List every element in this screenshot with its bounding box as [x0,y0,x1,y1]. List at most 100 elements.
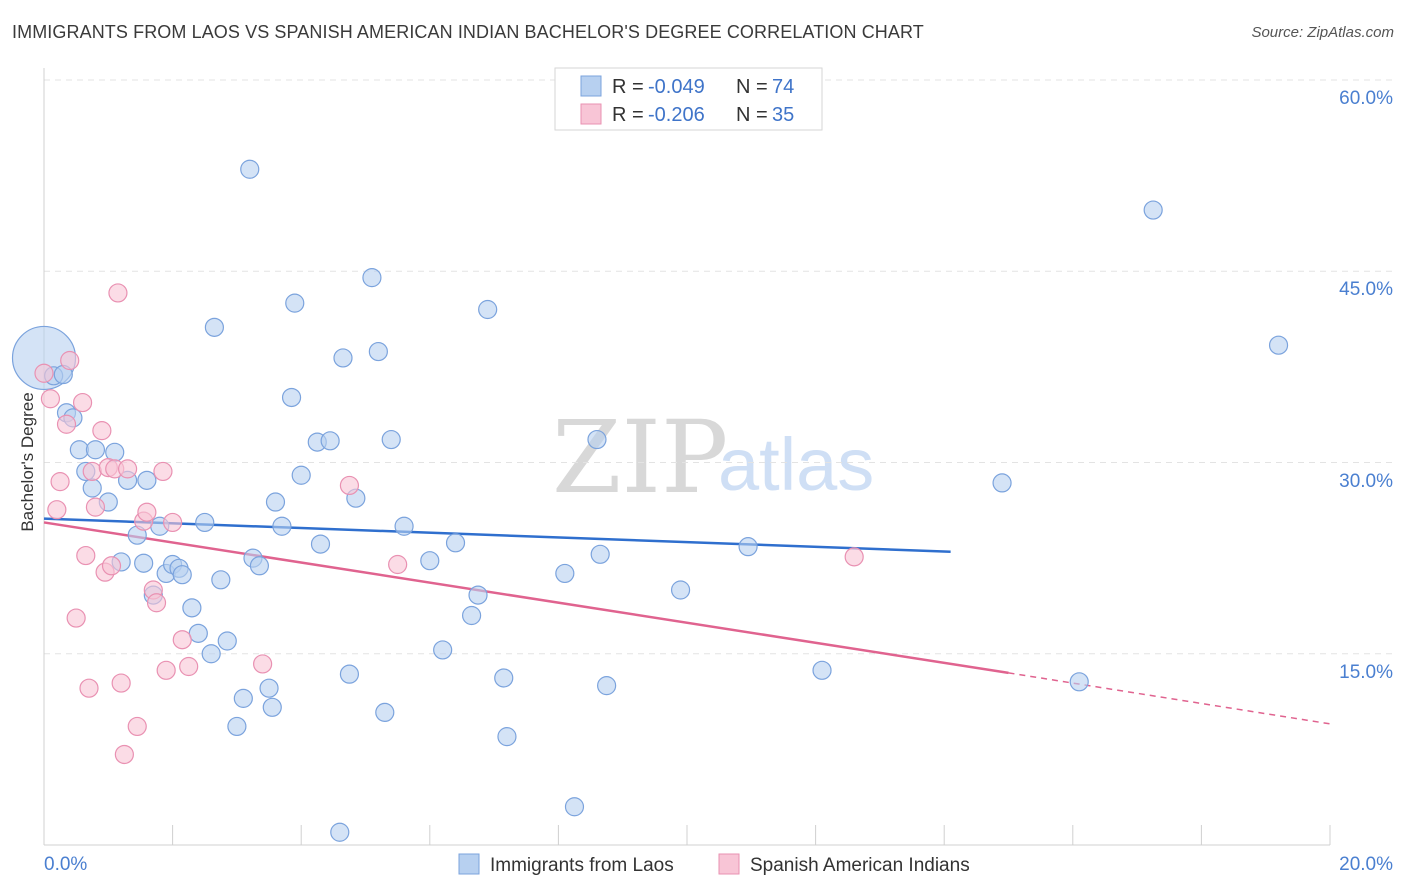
laos-trend-line [43,517,951,553]
laos-point-49 [368,341,388,362]
laos-point-57 [468,585,488,605]
laos-point-52 [394,516,414,536]
trend-lines [43,517,1331,725]
spanish-american-indians-point-31 [253,654,273,674]
x-tick-label-max: 20.0% [1339,854,1393,875]
spanish-american-indians-point-21 [127,716,147,737]
spanish-american-indians-trend-line [43,521,1009,675]
legend-r-value-2: -0.206 [648,104,705,126]
laos-point-45 [333,348,353,368]
laos-point-37 [272,516,292,536]
series-legend-label-spanish-american-indians: Spanish American Indians [750,855,970,876]
laos-point-7 [82,478,102,498]
laos-point-70 [1069,672,1089,692]
spanish-american-indians-point-18 [111,673,131,693]
spanish-american-indians-point-28 [163,512,183,533]
spanish-american-indians-point-10 [82,461,102,482]
laos-point-48 [362,268,382,288]
legend-r-value-1: -0.049 [648,76,705,98]
laos-point-61 [555,563,575,584]
spanish-american-indians-point-32 [339,475,360,496]
laos-point-14 [134,553,154,573]
laos-point-36 [265,492,286,512]
laos-point-58 [478,299,498,320]
laos-point-38 [281,387,302,408]
laos-point-8 [85,440,106,460]
spanish-american-indians-point-8 [76,545,96,566]
laos-point-72 [1268,335,1289,355]
laos-point-63 [587,429,607,450]
gridlines [44,79,1393,655]
laos-point-27 [211,570,231,590]
spanish-american-indians-point-3 [50,472,70,492]
laos-point-34 [259,678,279,698]
laos-point-54 [433,640,453,660]
spanish-american-indians-point-0 [34,363,54,383]
spanish-american-indians-point-30 [179,656,199,677]
axes [43,68,1331,846]
data-points [11,159,1289,842]
legend-swatch-spanish-american-indians [580,103,602,125]
laos-point-39 [285,293,305,313]
laos-point-69 [992,473,1012,493]
legend-n-label-1: N = [736,76,768,98]
legend-r-label-2: R = [612,104,644,126]
laos-point-21 [172,565,192,585]
laos-point-30 [233,688,253,708]
spanish-american-indians-point-2 [47,500,67,520]
watermark-zip: ZIP [552,399,728,516]
laos-point-23 [188,623,208,643]
series-legend-label-laos: Immigrants from Laos [490,855,674,876]
spanish-american-indians-point-27 [156,660,176,680]
chart-source: Source: ZipAtlas.com [1251,24,1394,41]
spanish-american-indians-point-7 [72,392,93,413]
laos-point-62 [564,797,585,817]
spanish-american-indians-point-23 [137,502,157,522]
spanish-american-indians-point-1 [40,389,61,409]
laos-point-44 [330,822,350,842]
laos-point-55 [445,533,466,553]
laos-point-29 [227,716,247,737]
spanish-american-indians-point-5 [60,350,80,371]
x-tick-label-min: 0.0% [44,854,87,875]
series-legend-swatch-laos [458,853,480,875]
laos-point-35 [262,697,282,717]
spanish-american-indians-point-33 [388,554,408,575]
watermark-atlas: atlas [718,423,874,506]
y-tick-label-15: 15.0% [1339,662,1393,683]
spanish-american-indians-point-29 [172,630,192,650]
spanish-american-indians-point-11 [85,497,106,517]
laos-point-24 [195,512,215,533]
spanish-american-indians-trend-extension [1008,672,1331,725]
legend-swatch-laos [580,75,602,97]
spanish-american-indians-point-34 [844,547,864,567]
y-tick-label-60: 60.0% [1339,88,1393,109]
correlation-legend: R = -0.049 N = 74 R = -0.206 N = 35 [554,67,823,131]
spanish-american-indians-point-9 [79,678,99,698]
laos-point-66 [670,580,691,600]
spanish-american-indians-point-17 [108,283,128,303]
chart-title: IMMIGRANTS FROM LAOS VS SPANISH AMERICAN… [12,22,924,42]
spanish-american-indians-point-15 [101,556,122,576]
legend-n-value-1: 74 [772,76,794,98]
legend-n-label-2: N = [736,104,768,126]
y-tick-label-30: 30.0% [1339,471,1393,492]
laos-point-40 [291,465,311,485]
spanish-american-indians-point-4 [56,414,77,434]
laos-point-42 [310,534,331,554]
spanish-american-indians-point-19 [114,744,134,765]
laos-point-53 [420,551,440,571]
laos-point-56 [461,605,482,626]
laos-point-50 [375,702,395,723]
laos-point-28 [217,631,237,651]
spanish-american-indians-point-12 [92,421,112,441]
laos-point-5 [69,440,89,460]
legend-r-label-1: R = [612,76,644,98]
y-tick-label-45: 45.0% [1339,279,1393,300]
laos-point-33 [249,556,270,576]
laos-point-26 [204,317,224,337]
laos-point-59 [494,668,514,688]
spanish-american-indians-point-26 [153,461,173,482]
laos-point-64 [590,544,610,564]
